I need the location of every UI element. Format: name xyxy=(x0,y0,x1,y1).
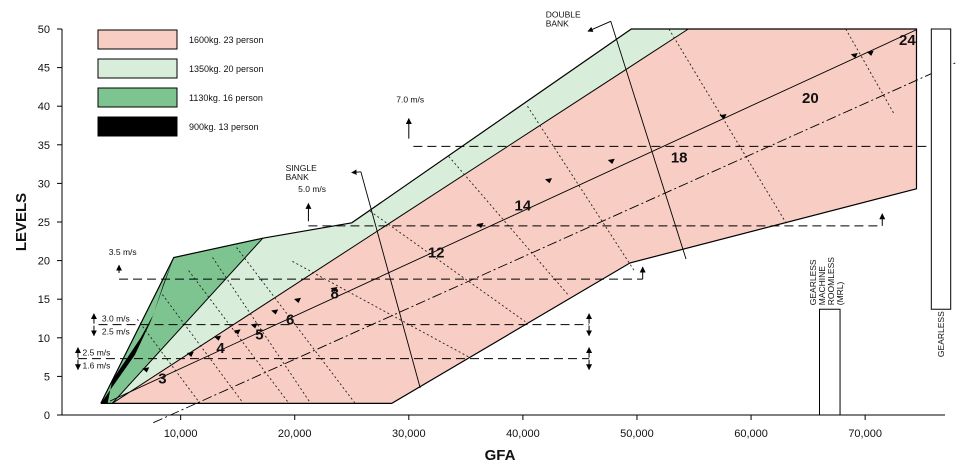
y-tick-label-10: 50 xyxy=(38,24,50,36)
zone-line-0 xyxy=(136,319,201,404)
equipment-label-1: GEARLESS xyxy=(936,311,946,357)
flow-arrow-11 xyxy=(719,114,727,120)
zone-line-1 xyxy=(162,294,244,404)
bank-line-1 xyxy=(610,21,687,260)
zone-line-6 xyxy=(369,210,526,322)
x-tick-label-3: 40,000 xyxy=(506,428,540,440)
speed-label-top-4: 2.5 m/s xyxy=(83,348,111,358)
bank-line-0 xyxy=(360,171,421,389)
x-tick-label-0: 10,000 xyxy=(164,428,198,440)
legend-swatch-0 xyxy=(97,29,178,50)
bank-arrow-0 xyxy=(351,169,361,175)
plot-layer xyxy=(100,20,957,424)
y-tick-label-5: 25 xyxy=(38,217,50,229)
zone-line-9 xyxy=(668,28,787,224)
zone-line-4 xyxy=(236,247,356,404)
y-tick-label-8: 40 xyxy=(38,101,50,113)
speed-label-bottom-3: 2.5 m/s xyxy=(102,327,130,337)
legend-label-1: 1350kg. 20 person xyxy=(189,64,264,74)
y-axis-title: LEVELS xyxy=(13,193,30,251)
y-tick-label-2: 10 xyxy=(38,333,50,345)
flow-arrow-2 xyxy=(214,335,222,341)
equipment-label-0: ROOMLESS xyxy=(826,257,836,306)
legend-label-3: 900kg. 13 person xyxy=(189,122,259,132)
flow-arrow-0 xyxy=(142,367,150,373)
flow-arrow-7 xyxy=(330,286,338,293)
equipment-bar-1 xyxy=(930,28,952,310)
legend-label-0: 1600kg. 23 person xyxy=(189,35,264,45)
x-tick-label-2: 30,000 xyxy=(392,428,426,440)
bank-label-1: DOUBLE xyxy=(546,9,581,19)
legend-label-2: 1130kg. 16 person xyxy=(189,93,263,103)
average-line xyxy=(109,29,917,402)
boundary-line xyxy=(111,28,689,404)
equipment-label-0: GEARLESS xyxy=(808,259,818,305)
zone-line-2 xyxy=(188,270,290,404)
region-label-20: 20 xyxy=(802,90,819,107)
y-tick-label-7: 35 xyxy=(38,140,50,152)
bank-label-1: BANK xyxy=(546,18,569,28)
flow-arrow-5 xyxy=(271,309,279,315)
y-tick-label-4: 20 xyxy=(38,256,50,268)
speed-label-0: 7.0 m/s xyxy=(396,94,424,104)
legend: 1600kg. 23 person 1350kg. 20 person 1130kg… xyxy=(97,29,264,137)
y-tick-label-9: 45 xyxy=(38,63,50,75)
equipment-label-0: (MRL) xyxy=(835,281,845,305)
x-tick-label-5: 60,000 xyxy=(734,428,768,440)
equipment-bar-0 xyxy=(819,308,841,416)
bank-label-0: SINGLE xyxy=(286,163,318,173)
region-label-24: 24 xyxy=(899,32,916,49)
dashdot-line xyxy=(153,61,957,424)
speed-label-2: 3.5 m/s xyxy=(109,247,137,257)
x-tick-label-6: 70,000 xyxy=(848,428,882,440)
y-tick-label-3: 15 xyxy=(38,294,50,306)
region-label-14: 14 xyxy=(515,197,532,214)
region-label-18: 18 xyxy=(671,150,688,167)
flow-arrow-3 xyxy=(233,329,241,335)
axes-layer: 10,000 20,000 30,000 40,000 50,000 60,000 70,0… xyxy=(38,24,945,440)
region-label-6: 6 xyxy=(286,312,294,329)
bank-arrow-1 xyxy=(587,20,611,32)
speed-label-bottom-4: 1.6 m/s xyxy=(83,361,111,371)
legend-swatch-3 xyxy=(97,116,178,137)
y-tick-label-0: 0 xyxy=(44,410,50,422)
zone-line-8 xyxy=(527,105,636,272)
legend-swatch-2 xyxy=(97,87,178,108)
y-tick-label-6: 30 xyxy=(38,178,50,190)
speed-label-1: 5.0 m/s xyxy=(298,184,326,194)
outer-outline xyxy=(100,28,918,404)
flow-arrow-9 xyxy=(544,178,552,184)
equipment-label-0: MACHINE xyxy=(817,266,827,306)
region-label-8: 8 xyxy=(330,285,338,302)
flow-arrow-12 xyxy=(850,53,858,59)
x-axis-title: GFA xyxy=(485,447,516,464)
y-tick-label-1: 5 xyxy=(44,371,50,383)
flow-arrow-13 xyxy=(866,50,874,56)
flow-arrow-10 xyxy=(607,158,615,165)
speed-label-top-3: 3.0 m/s xyxy=(102,314,130,324)
region-label-12: 12 xyxy=(428,245,445,262)
region-label-4: 4 xyxy=(216,340,225,357)
region-label-3: 3 xyxy=(158,370,166,387)
bank-label-0: BANK xyxy=(286,172,309,182)
region-label-5: 5 xyxy=(255,326,263,343)
boundary-line xyxy=(111,237,264,404)
flow-arrow-6 xyxy=(294,297,302,303)
flow-arrow-1 xyxy=(186,351,194,358)
x-tick-label-1: 20,000 xyxy=(278,428,312,440)
x-tick-label-4: 50,000 xyxy=(620,428,654,440)
legend-swatch-1 xyxy=(97,58,178,79)
